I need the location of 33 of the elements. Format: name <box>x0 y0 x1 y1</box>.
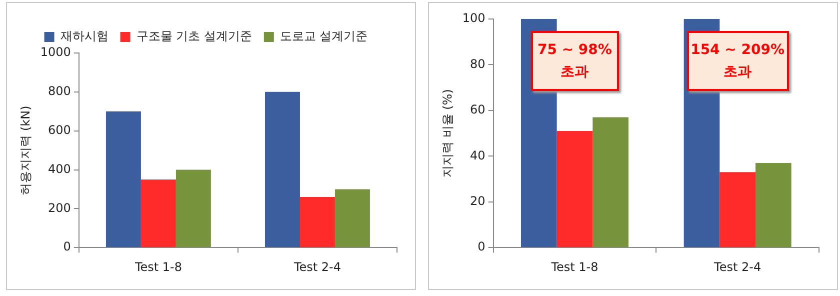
legend-label: 도로교 설계기준 <box>280 29 368 44</box>
y-tick-label: 800 <box>48 84 71 98</box>
bar <box>334 189 370 248</box>
y-tick-label: 400 <box>48 162 71 176</box>
y-tick-label: 0 <box>63 240 71 254</box>
x-tick-label: Test 2-4 <box>292 260 342 274</box>
legend-label: 재하시험 <box>60 29 108 44</box>
annotation: 75 ~ 98% 초과 <box>530 31 619 91</box>
bar <box>755 163 792 248</box>
y-tick-label: 1000 <box>40 45 71 60</box>
x-tick-label: Test 1-8 <box>550 260 598 274</box>
bar <box>556 131 593 248</box>
annotation: 154 ~ 209% 초과 <box>686 31 789 91</box>
legend-label: 구조물 기초 설계기준 <box>136 29 252 44</box>
bar <box>106 111 141 248</box>
bar <box>265 92 300 248</box>
y-tick-label: 200 <box>48 200 71 215</box>
y-tick-label: 600 <box>48 122 71 137</box>
bar <box>592 117 628 248</box>
bar <box>140 179 176 248</box>
y-tick-label: 100 <box>462 11 486 26</box>
y-axis-title: 허용지지력 (kN) <box>18 106 32 195</box>
y-tick-label: 60 <box>470 102 486 117</box>
x-tick-label: Test 2-4 <box>713 260 762 274</box>
y-axis-title: 지지력 비율 (%) <box>440 89 454 178</box>
bar <box>300 197 335 248</box>
y-tick-label: 80 <box>470 56 486 71</box>
y-tick-label: 20 <box>470 194 486 208</box>
bar <box>176 170 211 248</box>
bar <box>720 172 756 248</box>
y-tick-label: 0 <box>478 240 486 254</box>
x-tick-label: Test 1-8 <box>134 260 182 274</box>
y-tick-label: 40 <box>470 148 486 162</box>
